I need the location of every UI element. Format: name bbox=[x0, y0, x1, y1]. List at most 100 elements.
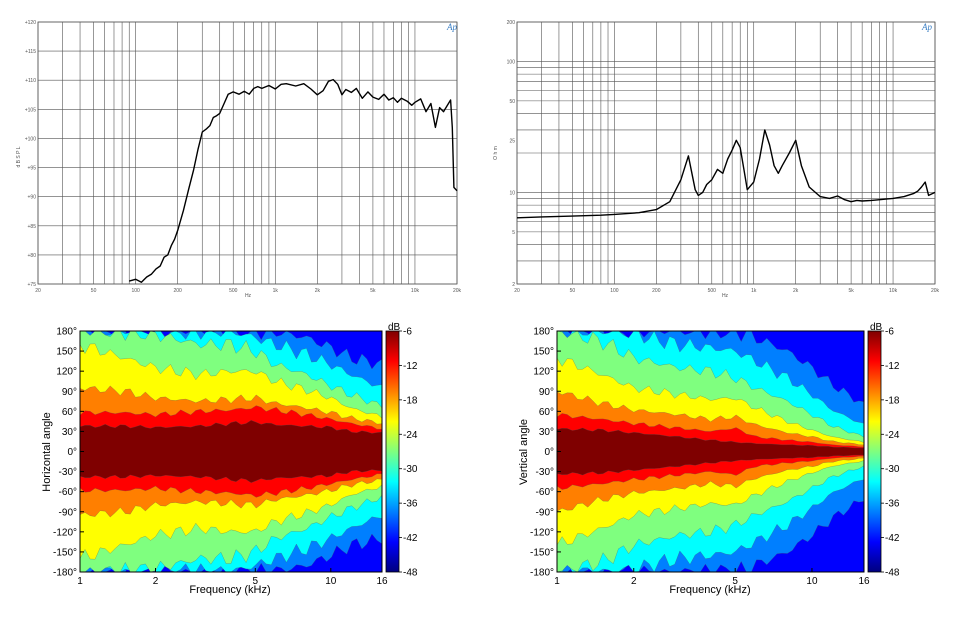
x-tick-label: 5 bbox=[253, 576, 259, 587]
y-tick-label: -120° bbox=[530, 527, 554, 538]
colorbar-label: -48 bbox=[403, 568, 418, 579]
colorbar: -6 -12 -18 -24 -30 -36 -42 -48 dB bbox=[385, 322, 418, 579]
x-tick-label: 20k bbox=[931, 288, 940, 294]
colorbar: -6 -12 -18 -24 -30 -36 -42 -48 dB bbox=[867, 322, 900, 579]
x-axis-label: Hz bbox=[245, 293, 252, 299]
x-tick-label: 1 bbox=[77, 576, 83, 587]
y-tick-label: 90° bbox=[539, 387, 554, 398]
y-tick-label: 100 bbox=[507, 59, 516, 65]
y-tick-label: -60° bbox=[59, 487, 77, 498]
frequency-response-chart: 20 50 100 200 500 1k 2k 5k 10k 20k +120+115+110+1… bbox=[16, 20, 462, 299]
colorbar-label: -18 bbox=[403, 395, 418, 406]
colorbar-label: -18 bbox=[885, 395, 900, 406]
x-tick-label: 10k bbox=[411, 288, 420, 294]
x-tick-label: 100 bbox=[131, 288, 140, 294]
contour-bands bbox=[556, 330, 865, 573]
x-tick-label: 2 bbox=[631, 576, 637, 587]
y-tick-label: 60° bbox=[62, 407, 77, 418]
y-tick-label: 30° bbox=[62, 427, 77, 438]
x-tick-label: 2 bbox=[153, 576, 159, 587]
x-tick-labels: 20 50 100 200 500 1k 2k 5k 10k 20k bbox=[35, 288, 461, 294]
y-tick-label: +85 bbox=[28, 224, 37, 230]
curve bbox=[516, 129, 936, 219]
y-tick-label: +115 bbox=[25, 49, 36, 55]
x-tick-label: 200 bbox=[173, 288, 182, 294]
x-tick-label: 50 bbox=[570, 288, 576, 294]
x-tick-label: 10 bbox=[806, 576, 818, 587]
y-tick-label: +100 bbox=[25, 136, 36, 142]
y-tick-label: 200 bbox=[507, 20, 516, 26]
y-tick-label: 150° bbox=[56, 347, 77, 358]
response-curve bbox=[129, 78, 458, 283]
x-tick-label: 5 bbox=[732, 576, 738, 587]
colorbar-scale bbox=[867, 330, 882, 573]
x-tick-label: 2k bbox=[793, 288, 799, 294]
y-tick-label: -60° bbox=[536, 487, 554, 498]
y-tick-label: 180° bbox=[56, 327, 77, 338]
x-tick-labels: 1 2 5 10 16 bbox=[554, 568, 870, 587]
y-tick-label: -30° bbox=[59, 467, 77, 478]
x-tick-label: 5k bbox=[848, 288, 854, 294]
y-axis-label: O h m bbox=[493, 146, 499, 160]
x-tick-label: 10k bbox=[889, 288, 898, 294]
y-tick-label: 60° bbox=[539, 407, 554, 418]
x-tick-label: 16 bbox=[858, 576, 870, 587]
contour-bands bbox=[79, 330, 383, 573]
y-tick-label: 0° bbox=[544, 447, 554, 458]
y-axis-label: Horizontal angle bbox=[41, 412, 53, 492]
colorbar-label: -6 bbox=[403, 327, 412, 338]
impedance-chart: 20 50 100 200 500 1k 2k 5k 10k 20k 20010050251052… bbox=[493, 20, 940, 299]
y-tick-label: +90 bbox=[28, 195, 37, 201]
y-tick-label: -150° bbox=[530, 547, 554, 558]
vertical-directivity-heatmap: 1 2 5 10 16 180° 150° 120° 90° 60° 30° 0° -30° -60° -… bbox=[518, 322, 900, 596]
colorbar-label: -36 bbox=[885, 499, 900, 510]
y-tick-label: 25 bbox=[509, 138, 515, 144]
x-tick-label: 50 bbox=[91, 288, 97, 294]
x-tick-label: 5k bbox=[370, 288, 376, 294]
y-tick-label: -180° bbox=[53, 568, 77, 579]
plot-grid bbox=[37, 21, 458, 285]
y-tick-label: -120° bbox=[53, 527, 77, 538]
y-tick-label: 2 bbox=[512, 282, 515, 288]
x-axis-label: Hz bbox=[722, 293, 729, 299]
y-tick-label: 30° bbox=[539, 427, 554, 438]
y-tick-labels: 180° 150° 120° 90° 60° 30° 0° -30° -60° -90° -120°… bbox=[530, 327, 561, 579]
y-tick-label: 5 bbox=[512, 230, 515, 236]
ap-logo: Ap bbox=[921, 22, 932, 32]
colorbar-label: -30 bbox=[403, 464, 418, 475]
y-axis-label: d B S P L bbox=[16, 146, 22, 167]
y-tick-label: +75 bbox=[28, 282, 37, 288]
colorbar-label: -42 bbox=[403, 533, 418, 544]
x-tick-label: 20 bbox=[35, 288, 41, 294]
y-tick-label: 120° bbox=[56, 367, 77, 378]
colorbar-label: -24 bbox=[885, 430, 900, 441]
y-tick-label: -90° bbox=[59, 507, 77, 518]
colorbar-label: -48 bbox=[885, 568, 900, 579]
y-tick-label: -150° bbox=[53, 547, 77, 558]
colorbar-label: -42 bbox=[885, 533, 900, 544]
y-tick-label: 120° bbox=[533, 367, 554, 378]
plot-grid bbox=[516, 21, 936, 285]
x-tick-label: 20 bbox=[514, 288, 520, 294]
y-tick-label: 150° bbox=[533, 347, 554, 358]
y-tick-label: -30° bbox=[536, 467, 554, 478]
x-axis-label: Frequency (kHz) bbox=[189, 584, 270, 596]
y-tick-label: 10 bbox=[509, 190, 515, 196]
x-tick-label: 1k bbox=[273, 288, 279, 294]
x-tick-label: 1k bbox=[751, 288, 757, 294]
colorbar-label: -12 bbox=[885, 361, 900, 372]
y-tick-label: 0° bbox=[67, 447, 77, 458]
x-tick-labels: 1 2 5 10 16 bbox=[77, 568, 388, 587]
colorbar-label: -24 bbox=[403, 430, 418, 441]
x-tick-label: 500 bbox=[229, 288, 238, 294]
x-tick-labels: 20 50 100 200 500 1k 2k 5k 10k 20k bbox=[514, 288, 939, 294]
curve bbox=[129, 78, 458, 283]
colorbar-label: -12 bbox=[403, 361, 418, 372]
colorbar-label: -36 bbox=[403, 499, 418, 510]
colorbar-label: -6 bbox=[885, 327, 894, 338]
x-tick-label: 1 bbox=[554, 576, 560, 587]
ap-logo: Ap bbox=[446, 22, 457, 32]
colorbar-label: -30 bbox=[885, 464, 900, 475]
x-tick-label: 20k bbox=[453, 288, 462, 294]
y-tick-label: +95 bbox=[28, 166, 37, 172]
